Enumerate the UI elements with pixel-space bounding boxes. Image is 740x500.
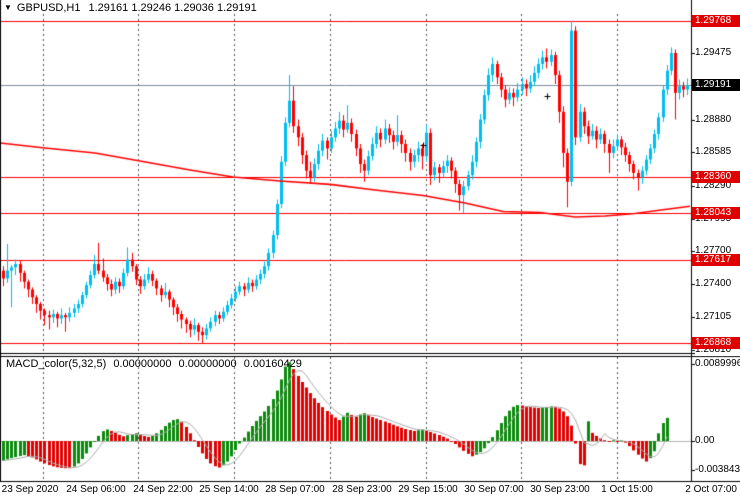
current-price-badge: 1.29191 <box>692 79 740 91</box>
price-tick-label: 1.27105 <box>695 311 740 323</box>
price-tick-label: 1.28290 <box>695 180 740 192</box>
sr-price-badge: 1.28360 <box>692 171 740 183</box>
symbol-timeframe-label: GBPUSD,H1 <box>16 1 81 14</box>
price-tick-label: 1.28585 <box>695 146 740 158</box>
macd-value-1: 0.00000000 <box>113 358 172 370</box>
sr-price-badge: 1.29768 <box>692 15 740 27</box>
price-tick-label: 1.29475 <box>695 47 740 59</box>
time-tick-label: 24 Sep 06:00 <box>66 484 126 495</box>
macd-value-3: 0.00160429 <box>243 358 302 370</box>
quote-open: 1.29161 <box>88 1 129 14</box>
price-tick-label: 1.28880 <box>695 114 740 126</box>
time-tick-label: 1 Oct 15:00 <box>601 484 653 495</box>
macd-tick-label: 0.00 <box>695 435 715 446</box>
quote-close: 1.29191 <box>216 1 257 14</box>
price-tick-label: 1.27400 <box>695 278 740 290</box>
time-tick-label: 28 Sep 23:00 <box>332 484 392 495</box>
macd-indicator-label: MACD_color(5,32,5) 0.00000000 0.00000000… <box>6 358 306 370</box>
time-tick-label: 23 Sep 2020 <box>1 484 59 495</box>
chart-title: ▼ GBPUSD,H1 1.29161 1.29246 1.29036 1.29… <box>4 1 257 14</box>
time-tick-label: 2 Oct 07:00 <box>685 484 737 495</box>
sr-price-badge: 1.28043 <box>692 207 740 219</box>
time-tick-label: 30 Sep 23:00 <box>530 484 590 495</box>
macd-tick-label: 0.00899963 <box>695 358 740 369</box>
macd-value-2: 0.00000000 <box>178 358 237 370</box>
time-tick-label: 24 Sep 22:00 <box>133 484 193 495</box>
sr-price-badge: 1.26868 <box>692 337 740 349</box>
macd-indicator-name: MACD_color(5,32,5) <box>6 358 107 370</box>
time-tick-label: 28 Sep 07:00 <box>265 484 325 495</box>
macd-tick-label: -0.00384313 <box>695 464 740 475</box>
time-tick-label: 29 Sep 15:00 <box>398 484 458 495</box>
quote-high: 1.29246 <box>131 1 172 14</box>
symbol-dropdown-icon[interactable]: ▼ <box>4 3 12 12</box>
sr-price-badge: 1.27617 <box>692 254 740 266</box>
quote-low: 1.29036 <box>174 1 214 14</box>
time-tick-label: 30 Sep 07:00 <box>464 484 524 495</box>
time-tick-label: 25 Sep 14:00 <box>199 484 259 495</box>
